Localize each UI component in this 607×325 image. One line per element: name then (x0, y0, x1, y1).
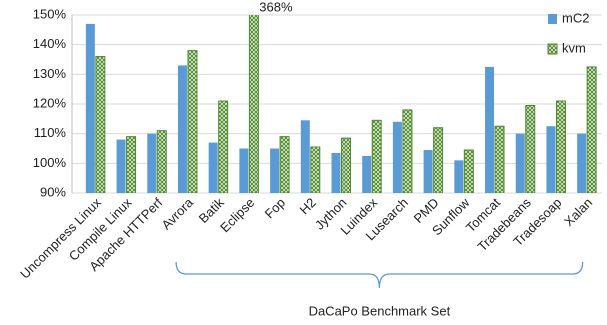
bar (248, 15, 259, 193)
bar (515, 133, 525, 193)
bar (279, 136, 290, 193)
bar (310, 146, 321, 193)
bar (239, 148, 249, 193)
bar (392, 121, 402, 193)
bar (341, 137, 351, 193)
bar (126, 136, 137, 193)
bars (85, 15, 597, 193)
bar (525, 104, 536, 193)
bar (454, 160, 464, 193)
x-tick-label: Eclipse (217, 195, 257, 235)
value-label: 368% (259, 0, 293, 14)
bar (423, 149, 433, 193)
x-tick-label: Fop (262, 195, 288, 221)
legend-swatch (547, 43, 558, 55)
bar (362, 155, 372, 193)
y-tick-label: 90% (40, 184, 66, 199)
bar (433, 127, 444, 193)
bar (156, 130, 167, 193)
bar (402, 109, 413, 193)
bar (187, 50, 198, 193)
bracket (175, 261, 584, 289)
bar (546, 126, 556, 193)
y-tick-label: 110% (34, 125, 67, 140)
bar (218, 100, 229, 193)
y-tick-label: 100% (33, 155, 67, 170)
bar (300, 120, 310, 193)
bar (463, 149, 474, 193)
bar (577, 133, 587, 193)
legend-label: kvm (562, 40, 586, 55)
bar (586, 66, 597, 193)
legend-swatch (548, 14, 557, 24)
bar (147, 133, 157, 193)
x-tick-label: H2 (296, 195, 318, 217)
bar (177, 65, 187, 193)
group-label: DaCaPo Benchmark Set (309, 303, 451, 318)
y-tick-label: 120% (33, 95, 67, 110)
bar (270, 148, 280, 193)
bar (95, 56, 106, 193)
y-tick-label: 140% (33, 36, 67, 51)
bar (208, 142, 218, 193)
bar (494, 125, 505, 193)
y-tick-label: 130% (33, 66, 67, 81)
bar (116, 139, 126, 193)
bar (555, 100, 566, 193)
bar (331, 152, 341, 193)
x-tick-label: Xalan (561, 195, 595, 229)
legend-label: mC2 (562, 10, 589, 25)
bar (85, 23, 95, 193)
y-tick-label: 150% (33, 6, 67, 21)
bar (485, 66, 495, 193)
x-tick-label: Avrora (159, 194, 197, 232)
bar (371, 119, 382, 193)
